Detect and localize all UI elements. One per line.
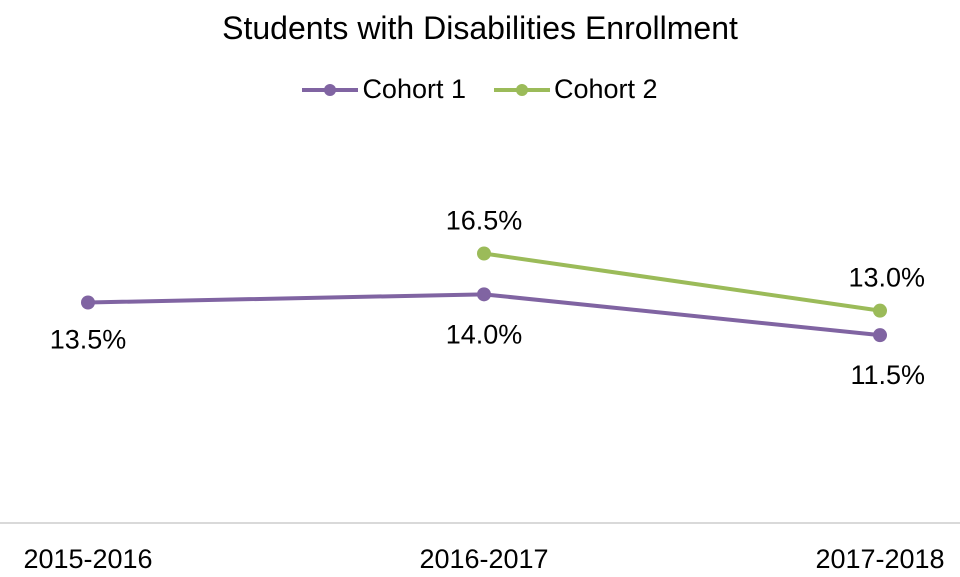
data-point-cohort-1-2017-2018 (873, 328, 887, 343)
data-label-cohort-1-2017-2018: 11.5% (850, 360, 925, 390)
data-label-cohort-2-2016-2017: 16.5% (446, 206, 523, 236)
x-tick-label-2016-2017: 2016-2017 (419, 544, 548, 574)
data-label-cohort-2-2017-2018: 13.0% (848, 263, 925, 293)
legend-item-cohort-1: Cohort 1 (302, 74, 466, 105)
legend-item-cohort-2: Cohort 2 (494, 74, 658, 105)
data-point-cohort-2-2017-2018 (873, 303, 887, 318)
data-label-cohort-1-2016-2017: 14.0% (446, 319, 523, 349)
legend-label-cohort-1: Cohort 1 (362, 74, 466, 104)
series-line-cohort-2 (482, 251, 882, 313)
legend-swatch-cohort-2 (494, 83, 550, 96)
x-tick-label-2015-2016: 2015-2016 (23, 544, 152, 574)
data-point-cohort-2-2016-2017 (477, 246, 491, 261)
chart-title: Students with Disabilities Enrollment (222, 10, 738, 46)
x-tick-label-2017-2018: 2017-2018 (815, 544, 944, 574)
data-point-cohort-1-2016-2017 (477, 287, 491, 302)
data-point-cohort-1-2015-2016 (81, 295, 95, 310)
legend-label-cohort-2: Cohort 2 (554, 74, 658, 104)
data-label-cohort-1-2015-2016: 13.5% (50, 325, 127, 355)
legend-swatch-cohort-1 (302, 83, 359, 96)
legend: Cohort 1 Cohort 2 (0, 74, 960, 105)
